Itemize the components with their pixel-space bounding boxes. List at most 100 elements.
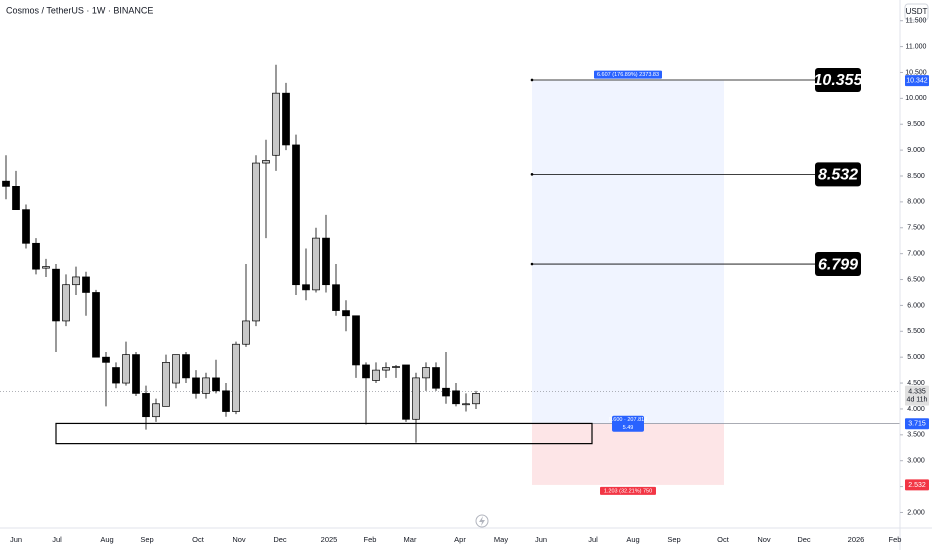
candle-body (232, 343, 240, 412)
candle-body (392, 366, 400, 368)
candle-body (82, 276, 90, 293)
candle-body (332, 284, 340, 311)
candle-body (302, 284, 310, 291)
x-tick-label: 2026 (848, 535, 865, 544)
y-tick-label: 10.500 (905, 69, 927, 76)
x-tick-label: Dec (797, 535, 811, 544)
candle-body (312, 237, 320, 291)
x-tick-label: Nov (232, 535, 246, 544)
candle-body (172, 354, 180, 384)
target-box (815, 252, 861, 277)
candle-body (112, 367, 120, 384)
y-tick-label: 3.000 (907, 458, 925, 465)
x-tick-label: Oct (192, 535, 205, 544)
entry-label: 0.600 · 207.814 (609, 417, 648, 423)
y-tick-label: 6.500 (907, 276, 925, 283)
y-tick-label: 10.000 (905, 95, 927, 102)
target-box (815, 67, 861, 92)
y-tick-label: 5.000 (907, 354, 925, 361)
candle-body (262, 160, 270, 164)
currency-box[interactable] (904, 3, 929, 21)
candle-body (462, 403, 470, 406)
x-tick-label: Dec (273, 535, 287, 544)
x-tick-label: Feb (889, 535, 902, 544)
entry-label: 5.49 (623, 425, 634, 431)
candle-body (412, 377, 420, 420)
x-tick-label: Feb (364, 535, 377, 544)
x-tick-label: Sep (140, 535, 153, 544)
y-tick-label: 4.500 (907, 380, 925, 387)
candle-body (192, 377, 200, 394)
target-price-tag: 10.342 (906, 77, 928, 84)
candle-body (422, 367, 430, 379)
x-tick-label: Jul (52, 535, 62, 544)
y-tick-label: 4.000 (907, 406, 925, 413)
y-tick-label: 11.500 (906, 18, 927, 25)
y-tick-label: 7.500 (907, 225, 925, 232)
x-tick-label: Nov (757, 535, 771, 544)
current-price-box (905, 385, 929, 406)
candle-body (102, 356, 110, 363)
entry-label-box (612, 415, 644, 432)
candle-body (362, 364, 370, 379)
x-tick-label: Aug (100, 535, 113, 544)
y-tick-label: 3.500 (907, 432, 925, 439)
support-zone (55, 422, 593, 445)
candle-body (282, 92, 290, 146)
candle-body (382, 367, 390, 371)
candle-body (352, 315, 360, 366)
x-tick-label: 2025 (321, 535, 338, 544)
candle-body (222, 390, 230, 412)
target-value: 6.799 (818, 256, 858, 273)
x-tick-label: Apr (454, 535, 466, 544)
candle-body (62, 284, 70, 322)
candle-body (202, 377, 210, 394)
replay-icon[interactable] (475, 514, 489, 528)
x-tick-label: Aug (626, 535, 639, 544)
x-tick-label: Mar (404, 535, 417, 544)
profit-zone (532, 80, 724, 424)
countdown: 4d 11h (907, 396, 928, 403)
stop-price-tag: 2.532 (908, 482, 926, 489)
entry-price-tag: 3.715 (908, 421, 926, 428)
y-tick-label: 9.000 (907, 147, 925, 154)
candle-body (432, 367, 440, 389)
target-value: 10.355 (814, 72, 864, 89)
candle-body (22, 209, 30, 244)
candle-body (342, 310, 350, 317)
currency[interactable]: USDT (906, 7, 928, 16)
loss-zone (532, 423, 724, 485)
x-tick-label: May (494, 535, 508, 544)
current-price: 4.335 (908, 388, 926, 395)
candle-body (12, 186, 20, 210)
x-tick-label: Jun (10, 535, 22, 544)
x-tick-label: Jul (588, 535, 598, 544)
candle-body (292, 144, 300, 286)
target-price-tag-box (905, 75, 929, 87)
candle-body (2, 180, 10, 187)
y-tick-label: 6.000 (907, 302, 925, 309)
candle-body (32, 242, 40, 270)
candle-body (272, 92, 280, 156)
x-tick-label: Sep (667, 535, 680, 544)
target-value: 8.532 (818, 167, 858, 184)
x-tick-label: Oct (717, 535, 730, 544)
candle-body (52, 268, 60, 322)
candle-body (452, 390, 460, 405)
target-box (815, 162, 861, 187)
y-tick-label: 8.000 (907, 199, 925, 206)
candle-body (372, 369, 380, 381)
candle-body (472, 393, 480, 405)
candle-body (212, 377, 220, 392)
stop-label-box (600, 486, 656, 495)
candle-body (42, 266, 50, 269)
candle-body (252, 162, 260, 322)
candle-body (182, 354, 190, 379)
chart-title: Cosmos / TetherUS · 1W · BINANCE (6, 5, 153, 15)
stop-label: 1.203 (32.21%) 750 (604, 488, 652, 494)
candle-body (72, 276, 80, 286)
y-tick-label: 7.000 (907, 250, 925, 257)
y-tick-label: 5.500 (907, 328, 925, 335)
candle-body (152, 403, 160, 418)
